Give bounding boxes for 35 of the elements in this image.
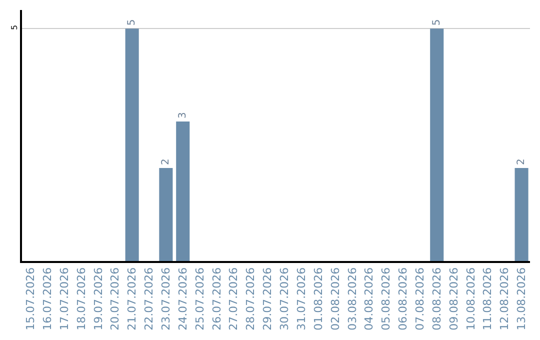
x-tick-label: 04.08.2026 xyxy=(362,267,376,330)
data-label: 2 xyxy=(160,158,172,166)
x-tick-label: 31.07.2026 xyxy=(294,267,308,330)
x-tick-label: 03.08.2026 xyxy=(346,267,359,330)
x-tick-label: 08.08.2026 xyxy=(430,267,444,330)
x-tick-label: 19.07.2026 xyxy=(92,267,105,330)
x-tick-label: 10.08.2026 xyxy=(464,267,478,330)
x-tick-label: 09.08.2026 xyxy=(447,267,460,330)
x-tick-label: 07.08.2026 xyxy=(414,267,427,330)
x-tick-label: 24.07.2026 xyxy=(176,267,190,330)
x-tick-label: 27.07.2026 xyxy=(227,267,240,330)
x-tick-label: 17.07.2026 xyxy=(58,267,71,330)
data-label: 5 xyxy=(431,19,442,26)
x-tick-label: 28.07.2026 xyxy=(244,267,258,330)
x-tick-label: 22.07.2026 xyxy=(142,267,156,330)
x-tick-label: 20.07.2026 xyxy=(108,267,122,330)
x-tick-label: 23.07.2026 xyxy=(160,267,173,330)
x-tick-label: 11.08.2026 xyxy=(481,267,494,330)
x-tick-label: 13.08.2026 xyxy=(515,267,528,330)
data-label: 5 xyxy=(126,19,138,26)
x-tick-label: 25.07.2026 xyxy=(193,267,206,330)
x-tick-label: 26.07.2026 xyxy=(210,267,224,330)
x-tick-label: 06.08.2026 xyxy=(396,267,410,330)
x-tick-label: 29.07.2026 xyxy=(261,267,274,330)
x-tick-label: 05.08.2026 xyxy=(380,267,393,330)
x-tick-label: 16.07.2026 xyxy=(40,267,54,330)
x-tick-label: 02.08.2026 xyxy=(328,267,342,330)
x-tick-label: 18.07.2026 xyxy=(74,267,88,330)
x-tick-label: 15.07.2026 xyxy=(24,267,38,330)
data-label: 3 xyxy=(177,112,188,119)
x-tick-label: 21.07.2026 xyxy=(126,267,139,330)
x-tick-label: 12.08.2026 xyxy=(498,267,512,330)
x-tick-label: 30.07.2026 xyxy=(278,267,292,330)
x-tick-label: 01.08.2026 xyxy=(312,267,325,330)
data-label: 2 xyxy=(516,158,528,166)
